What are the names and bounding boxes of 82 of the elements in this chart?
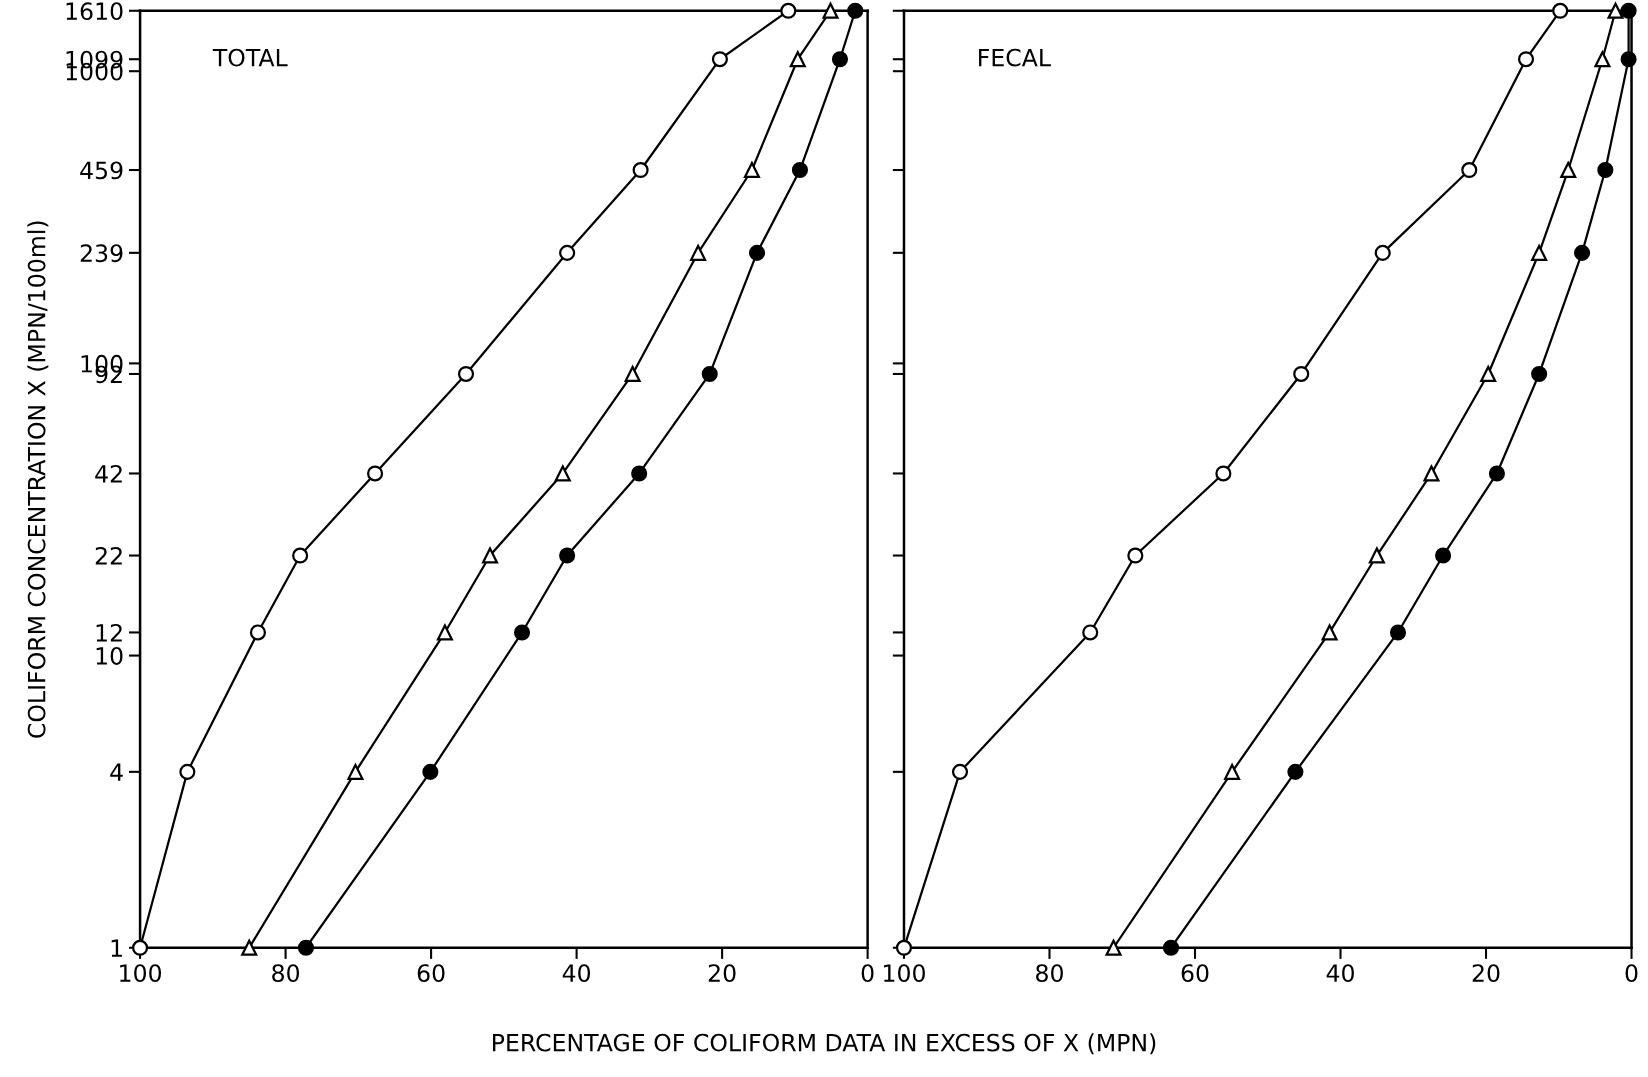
point bbox=[559, 547, 576, 564]
point bbox=[1374, 244, 1391, 261]
point bbox=[1082, 624, 1099, 641]
x-tick-label: 20 bbox=[1472, 964, 1500, 983]
point bbox=[632, 161, 649, 179]
y-tick-label: 459 bbox=[80, 161, 123, 180]
point bbox=[743, 161, 760, 179]
point bbox=[1461, 161, 1478, 179]
point bbox=[422, 763, 439, 780]
point bbox=[822, 2, 839, 19]
y-axis-title: COLIFORM CONCENTRATION X (MPN/100ml) bbox=[27, 221, 49, 738]
point bbox=[1560, 161, 1577, 179]
point bbox=[789, 51, 806, 68]
point bbox=[624, 365, 641, 383]
point bbox=[780, 2, 797, 19]
y-tick-label: 239 bbox=[80, 244, 123, 263]
point bbox=[179, 763, 196, 780]
point bbox=[1620, 51, 1637, 68]
x-tick-label: 100 bbox=[884, 964, 925, 983]
x-tick-label: 0 bbox=[861, 964, 874, 983]
point bbox=[367, 465, 384, 482]
point bbox=[1321, 624, 1338, 641]
x-tick-label: 80 bbox=[1036, 964, 1063, 983]
point bbox=[1435, 547, 1452, 564]
point bbox=[951, 763, 969, 780]
point bbox=[690, 244, 707, 261]
point bbox=[1293, 365, 1310, 383]
point bbox=[1480, 365, 1497, 383]
point bbox=[631, 465, 648, 482]
point bbox=[847, 2, 864, 19]
point bbox=[1594, 51, 1611, 68]
point bbox=[481, 547, 499, 564]
y-tick-label: 4 bbox=[110, 763, 123, 781]
point bbox=[791, 161, 809, 179]
point bbox=[1389, 624, 1407, 641]
x-tick-label: 0 bbox=[1625, 964, 1638, 983]
point bbox=[347, 763, 364, 780]
y-tick-label: 42 bbox=[95, 464, 122, 483]
point bbox=[831, 51, 849, 68]
text: TOTAL bbox=[212, 48, 288, 67]
x-tick-label: 80 bbox=[272, 964, 300, 983]
text: FECAL bbox=[979, 48, 1051, 67]
point bbox=[1215, 465, 1232, 482]
point bbox=[1287, 763, 1304, 780]
point bbox=[711, 51, 728, 68]
point bbox=[1597, 161, 1614, 179]
point bbox=[1531, 365, 1548, 383]
x-tick-label: 40 bbox=[1326, 964, 1354, 983]
x-tick-label: 20 bbox=[708, 964, 736, 983]
point bbox=[1423, 465, 1440, 482]
point bbox=[559, 244, 576, 261]
point bbox=[1531, 244, 1548, 261]
point bbox=[241, 939, 258, 956]
x-tick-label: 60 bbox=[1181, 964, 1209, 983]
point bbox=[1105, 939, 1122, 956]
point bbox=[1607, 2, 1624, 19]
point bbox=[554, 465, 571, 482]
y-tick-label: 10 bbox=[96, 647, 123, 665]
y-tick-label: 22 bbox=[95, 546, 122, 565]
y-tick-label: 1610 bbox=[66, 2, 123, 21]
point bbox=[1368, 547, 1385, 564]
point bbox=[1127, 547, 1144, 564]
point bbox=[1488, 465, 1505, 482]
point bbox=[1552, 2, 1569, 19]
x-tick-label: 40 bbox=[562, 964, 591, 983]
x-axis-title: PERCENTAGE OF COLIFORM DATA IN EXCESS OF X (MPN) bbox=[493, 1033, 1156, 1055]
point bbox=[513, 624, 531, 641]
point bbox=[1224, 763, 1241, 780]
point bbox=[1162, 939, 1180, 956]
point bbox=[701, 365, 718, 383]
point bbox=[249, 624, 266, 641]
point bbox=[1517, 51, 1535, 68]
point bbox=[1620, 2, 1637, 19]
point bbox=[292, 547, 309, 564]
x-tick-label: 60 bbox=[417, 964, 445, 983]
point bbox=[457, 365, 475, 383]
point bbox=[436, 624, 453, 641]
y-tick-label: 12 bbox=[96, 623, 122, 642]
point bbox=[1573, 244, 1591, 261]
point bbox=[748, 244, 766, 261]
y-tick-label: 1 bbox=[111, 939, 122, 957]
point bbox=[297, 939, 315, 956]
